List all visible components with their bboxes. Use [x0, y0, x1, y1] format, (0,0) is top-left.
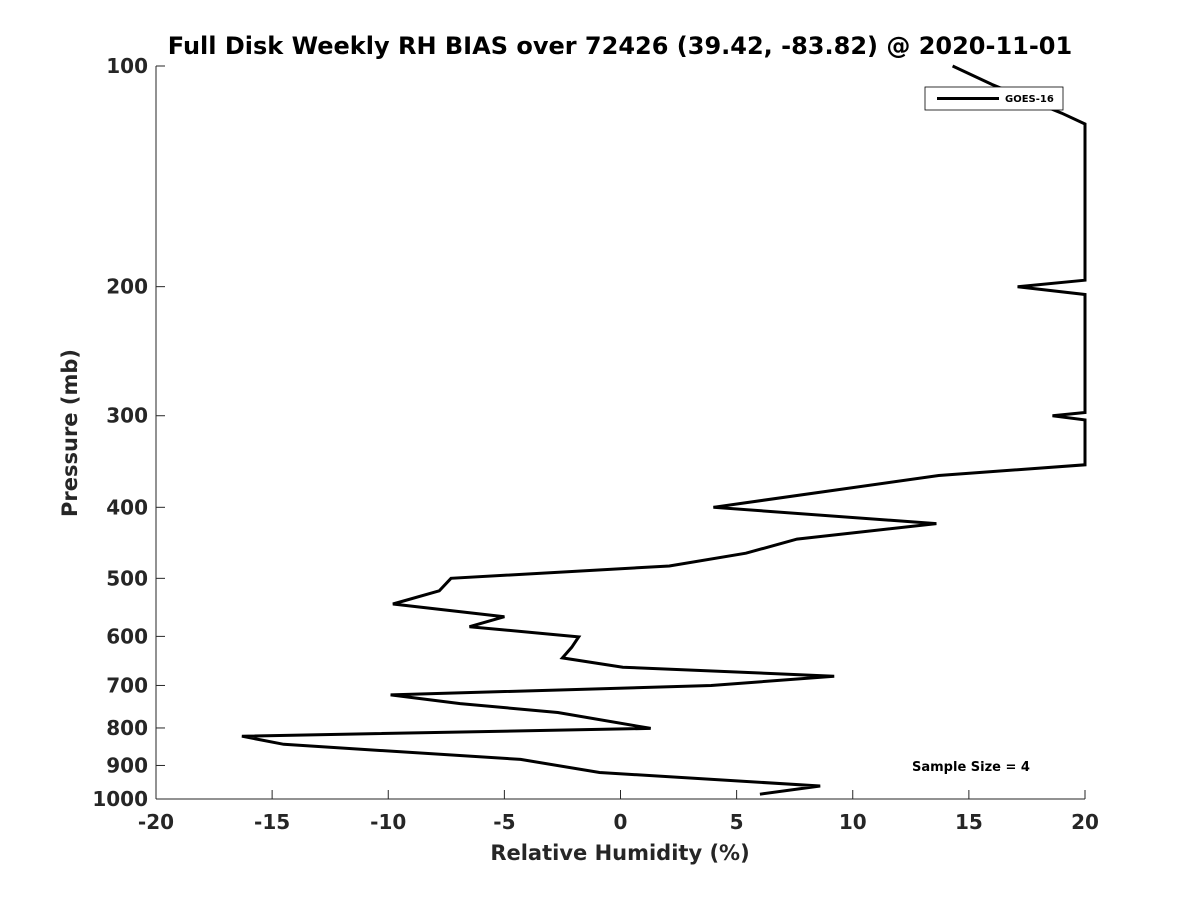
y-axis-ticks: 100 200 300 400 500 600 700 800 900 1000 [92, 54, 165, 811]
x-tick-label: 0 [614, 810, 628, 834]
series-line-goes-16 [241, 64, 1087, 796]
y-tick-label: 500 [106, 566, 148, 590]
x-tick-label: 15 [955, 810, 983, 834]
x-axis-label: Relative Humidity (%) [490, 841, 749, 865]
x-tick-label: 20 [1071, 810, 1099, 834]
y-tick-label: 900 [106, 753, 148, 777]
y-tick-label: 200 [106, 275, 148, 299]
y-tick-label: 100 [106, 54, 148, 78]
y-tick-label: 600 [106, 624, 148, 648]
legend-label-goes-16: GOES-16 [1005, 94, 1054, 105]
chart-title: Full Disk Weekly RH BIAS over 72426 (39.… [168, 32, 1072, 60]
x-tick-label: -10 [370, 810, 406, 834]
x-tick-label: -15 [254, 810, 290, 834]
legend: GOES-16 [924, 86, 1064, 111]
y-tick-label: 300 [106, 404, 148, 428]
sample-size-annotation: Sample Size = 4 [912, 760, 1030, 775]
series-lines [241, 64, 1087, 796]
x-tick-label: -20 [138, 810, 174, 834]
y-axis-label: Pressure (mb) [58, 349, 82, 517]
x-tick-label: 10 [839, 810, 867, 834]
x-axis-ticks: -20 -15 -10 -5 0 5 10 15 20 [138, 790, 1099, 834]
y-tick-label: 700 [106, 673, 148, 697]
x-tick-label: -5 [493, 810, 515, 834]
y-tick-label: 800 [106, 716, 148, 740]
y-tick-label: 400 [106, 495, 148, 519]
y-tick-label: 1000 [92, 787, 148, 811]
x-tick-label: 5 [730, 810, 744, 834]
